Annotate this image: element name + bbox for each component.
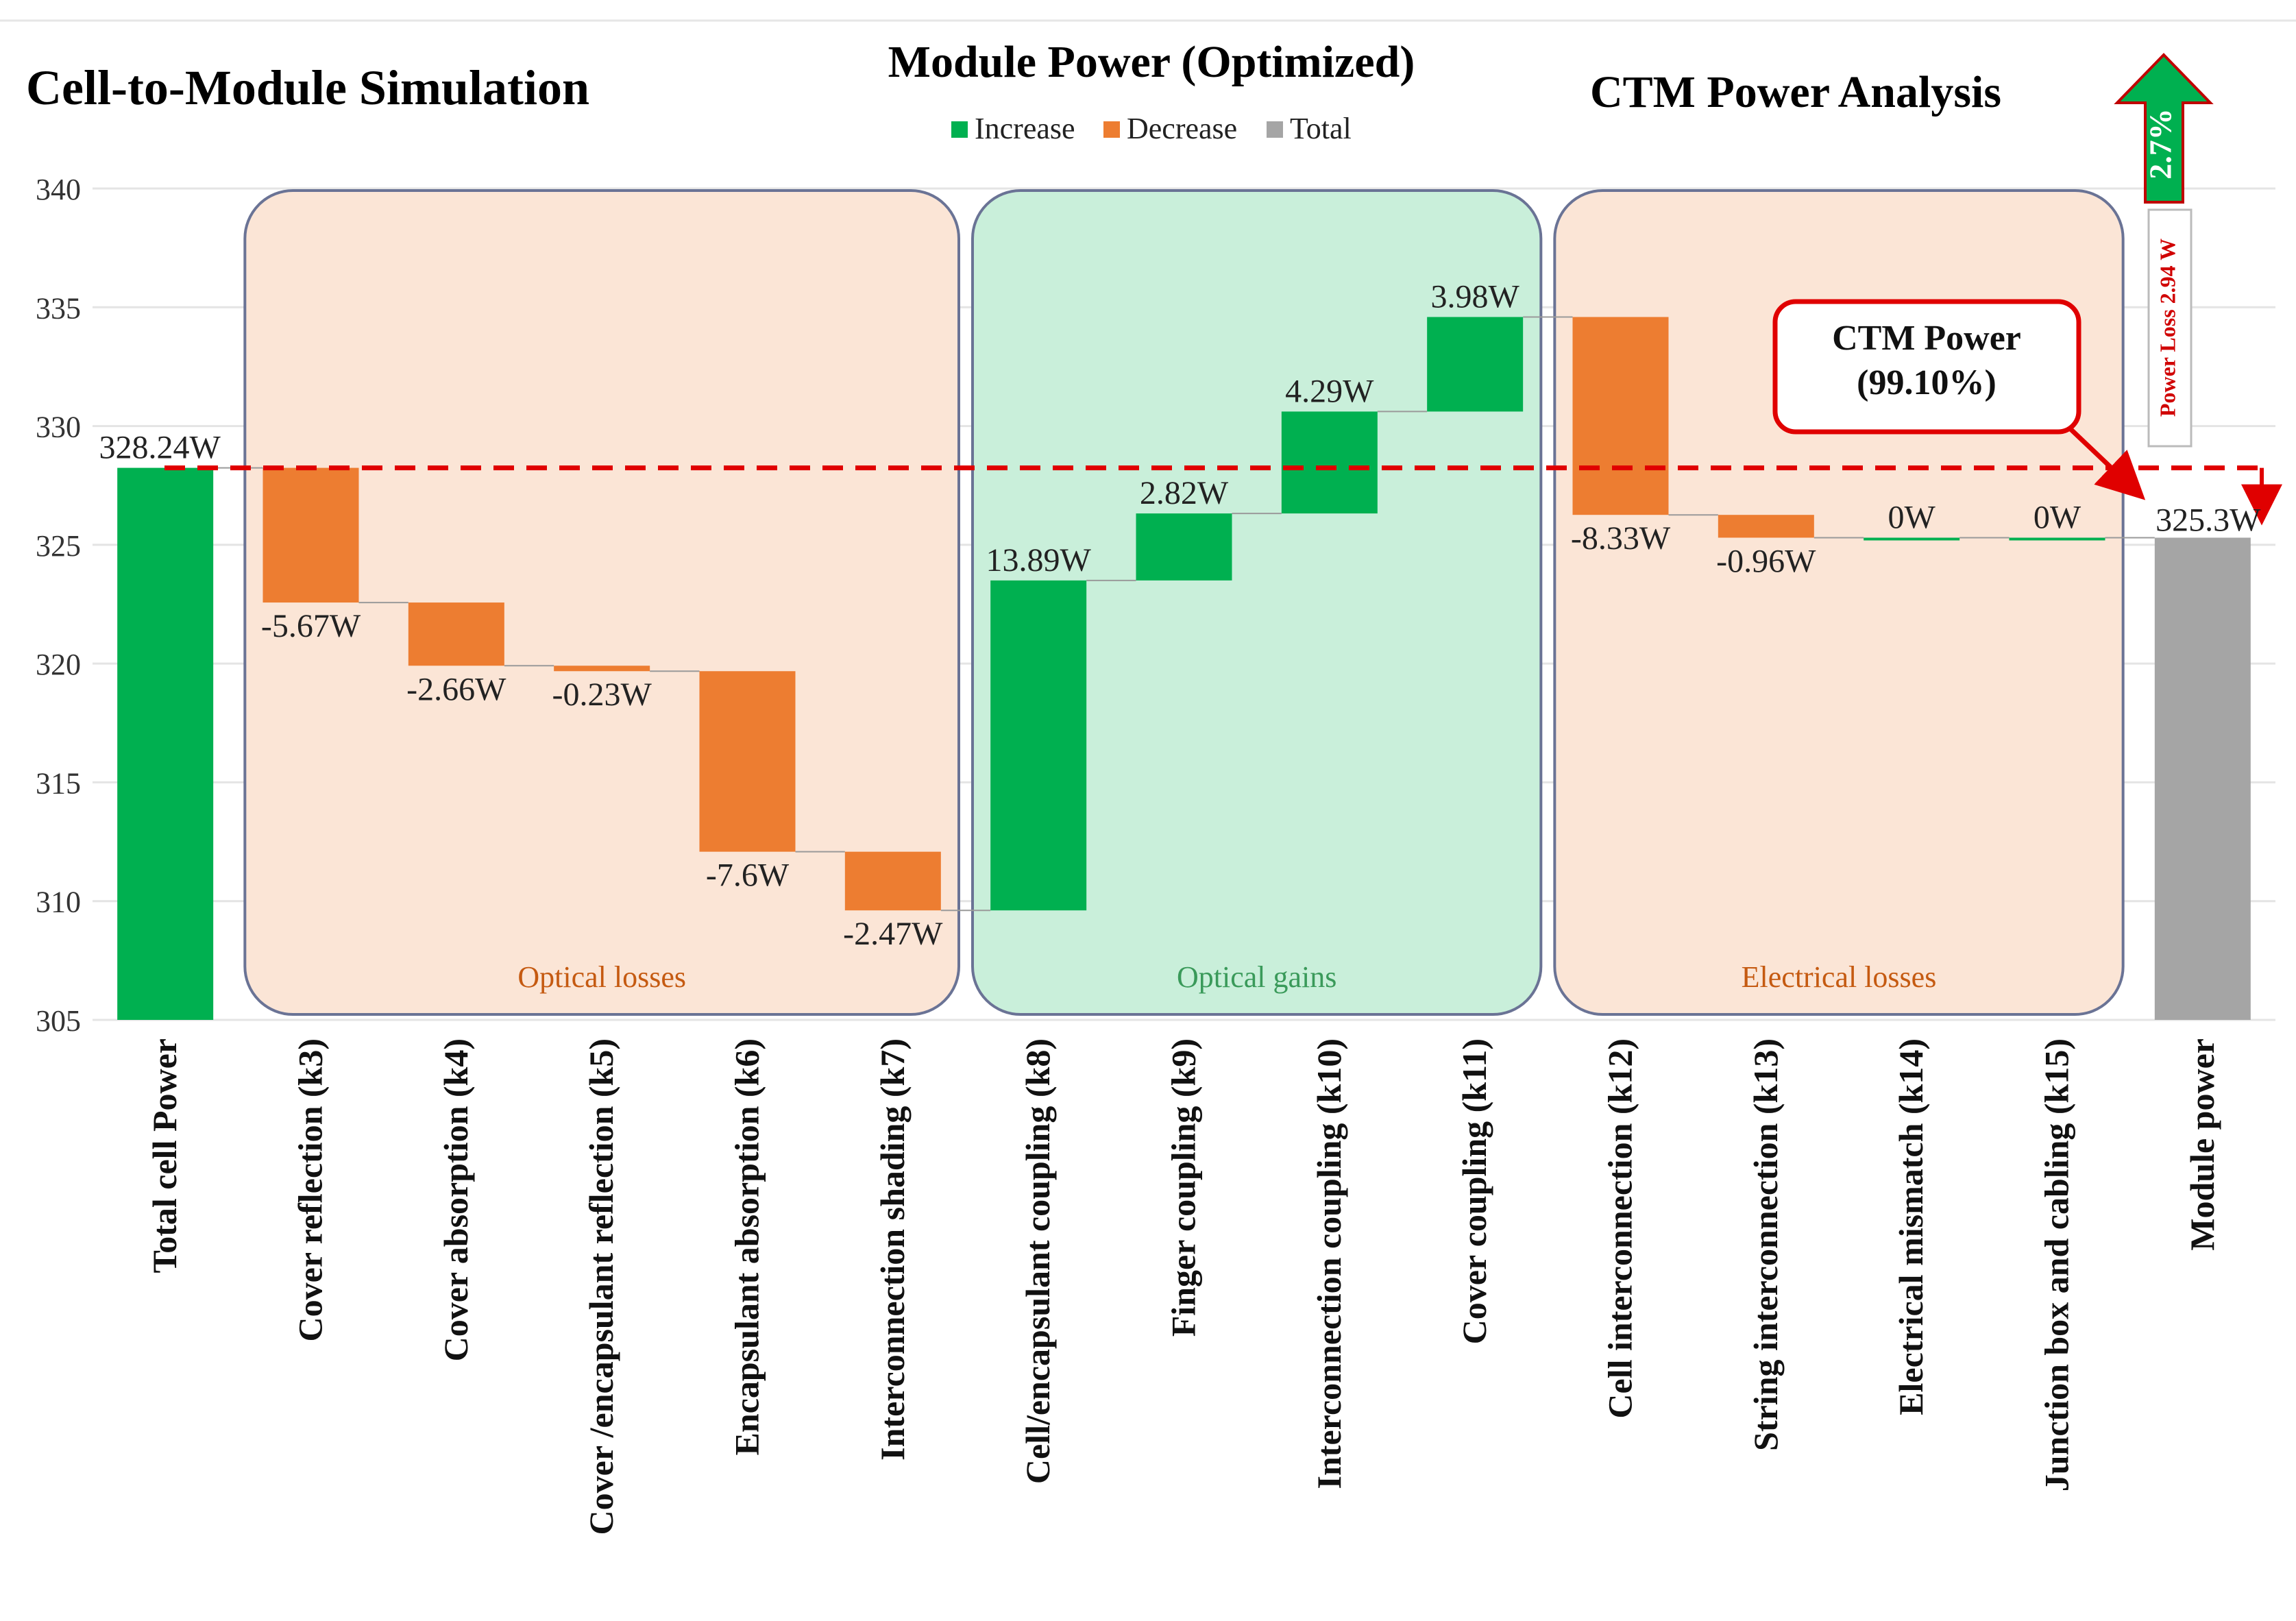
x-tick-label: Cover absorption (k4) <box>437 1038 475 1361</box>
bar-increase <box>1864 537 1960 541</box>
group-label: Optical losses <box>517 960 686 994</box>
x-tick-label: Finger coupling (k9) <box>1164 1038 1203 1337</box>
bar-decrease <box>1718 515 1814 538</box>
gain-arrow: 2.7% <box>2114 53 2214 204</box>
up-arrow-icon <box>2114 53 2214 204</box>
data-label: -0.96W <box>1716 543 1816 579</box>
data-label: 0W <box>1888 499 1936 535</box>
y-tick-label: 335 <box>36 291 81 325</box>
data-label: -2.66W <box>406 671 506 707</box>
data-label: -5.67W <box>261 608 361 644</box>
legend: Increase Decrease Total <box>951 112 1352 145</box>
data-label: 0W <box>2034 499 2081 535</box>
power-loss-label: Power Loss 2.94 W <box>2155 239 2179 417</box>
x-tick-label: String interconnection (k13) <box>1746 1038 1785 1451</box>
x-tick-label: Cell interconnection (k12) <box>1601 1038 1639 1419</box>
bar-decrease <box>699 671 796 852</box>
arrow-percent-label: 2.7% <box>2143 108 2178 180</box>
right-title: CTM Power Analysis <box>1590 67 2001 117</box>
legend-label-increase: Increase <box>975 112 1075 145</box>
x-tick-label: Module power <box>2183 1038 2221 1251</box>
connector-lines <box>213 316 2155 912</box>
legend-label-total: Total <box>1290 112 1352 145</box>
bar-increase <box>1281 411 1378 514</box>
left-title: Cell-to-Module Simulation <box>26 60 589 115</box>
bar-increase <box>990 580 1087 911</box>
data-label: -8.33W <box>1571 520 1671 557</box>
data-labels: 328.24W -5.67W -2.66W -0.23W -7.6W -2.47W 13.8… <box>99 278 2262 952</box>
power-loss-box: Power Loss 2.94 W <box>2147 208 2193 448</box>
ctm-callout-line2: (99.10%) <box>1857 363 1996 402</box>
x-axis-tick-labels: Total cell Power Cover reflection (k3) Cov… <box>145 1038 2221 1535</box>
y-tick-label: 340 <box>36 173 81 206</box>
x-tick-label: Junction box and cabling (k15) <box>2038 1038 2076 1491</box>
data-label: -0.23W <box>552 677 652 713</box>
bar-decrease <box>1572 317 1669 515</box>
x-tick-label: Encapsulant absorption (k6) <box>728 1038 766 1456</box>
data-label: 4.29W <box>1285 373 1374 409</box>
y-tick-label: 310 <box>36 886 81 919</box>
bar-increase <box>1136 513 1232 581</box>
bars <box>117 317 2251 1020</box>
legend-swatch-increase <box>951 121 968 138</box>
bar-decrease <box>408 602 504 666</box>
group-box <box>971 189 1543 1016</box>
x-tick-label: Interconnection coupling (k10) <box>1310 1038 1348 1489</box>
x-tick-label: Cover /encapsulant reflection (k5) <box>582 1038 620 1535</box>
data-label: -2.47W <box>843 916 943 952</box>
data-label: 3.98W <box>1431 278 1520 315</box>
data-label: 13.89W <box>986 542 1092 578</box>
bar-decrease <box>844 851 941 911</box>
bar-decrease <box>262 467 359 603</box>
y-tick-label: 320 <box>36 648 81 681</box>
center-title: Module Power (Optimized) <box>888 37 1415 87</box>
group-label: Electrical losses <box>1742 960 1937 994</box>
data-label: 325.3W <box>2155 502 2261 538</box>
legend-label-decrease: Decrease <box>1127 112 1237 145</box>
ctm-power-callout: CTM Power (99.10%) <box>1772 299 2146 500</box>
data-label: 328.24W <box>99 430 221 466</box>
x-tick-label: Cover reflection (k3) <box>291 1038 330 1341</box>
y-tick-label: 305 <box>36 1004 81 1038</box>
legend-swatch-total <box>1267 121 1283 138</box>
bar-increase <box>2009 537 2105 541</box>
ctm-callout-line1: CTM Power <box>1832 319 2021 358</box>
y-tick-label: 325 <box>36 529 81 563</box>
bar-increase <box>1427 317 1524 412</box>
x-tick-label: Electrical mismatch (k14) <box>1892 1038 1930 1415</box>
bar-start <box>117 467 214 1020</box>
data-label: -7.6W <box>706 857 790 894</box>
x-tick-label: Cell/encapsulant coupling (k8) <box>1018 1038 1057 1484</box>
legend-swatch-decrease <box>1103 121 1120 138</box>
x-tick-label: Interconnection shading (k7) <box>873 1038 912 1461</box>
group-label: Optical gains <box>1177 960 1336 994</box>
y-tick-label: 315 <box>36 766 81 800</box>
x-tick-label: Total cell Power <box>145 1038 184 1273</box>
bar-decrease <box>554 666 650 672</box>
x-tick-label: Cover coupling (k11) <box>1455 1038 1493 1344</box>
data-label: 2.82W <box>1140 475 1229 511</box>
reference-line <box>164 465 2282 526</box>
y-axis-tick-labels: 305 310 315 320 325 330 335 340 <box>36 173 81 1038</box>
bar-total <box>2154 537 2251 1020</box>
y-tick-label: 330 <box>36 411 81 444</box>
